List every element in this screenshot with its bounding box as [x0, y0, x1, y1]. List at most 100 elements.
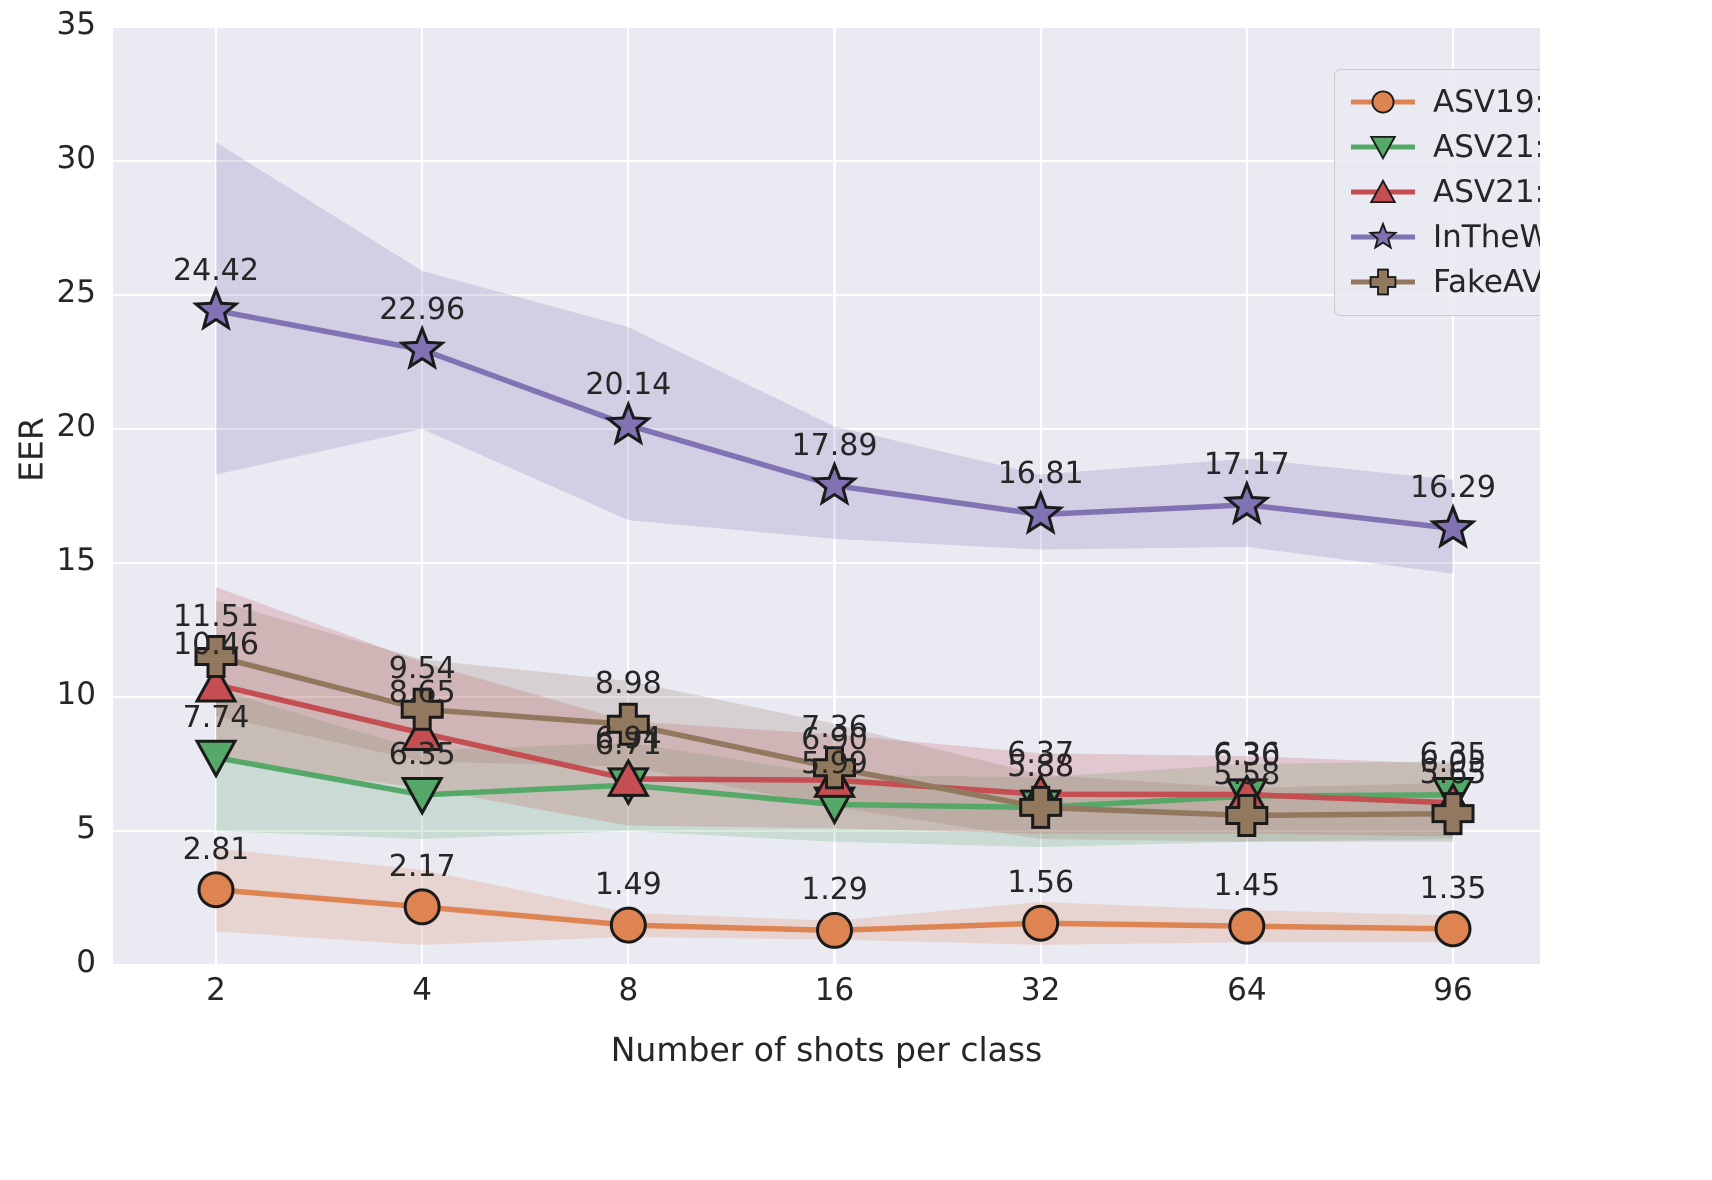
data-point-marker: [810, 460, 859, 506]
x-tick-label: 8: [618, 972, 639, 1008]
data-point-marker: [1429, 503, 1477, 549]
data-point-marker: [1016, 489, 1065, 535]
x-tick-label: 64: [1227, 972, 1267, 1008]
data-point-label: 6.94: [594, 721, 662, 756]
data-point-marker: [192, 285, 240, 331]
data-point-label: 2.81: [182, 831, 250, 867]
data-point-marker: [197, 871, 235, 909]
gridline-vertical: [1451, 27, 1455, 965]
data-point-label: 17.17: [1203, 446, 1290, 482]
confidence-band: [216, 587, 1453, 837]
data-point-label: 22.96: [379, 291, 466, 327]
legend-item-fakeavceleb[interactable]: FakeAVCeleb: [1347, 259, 1540, 304]
data-point-label: 5.65: [1419, 755, 1487, 791]
y-tick-label: 20: [56, 408, 96, 444]
data-point-label: 1.56: [1007, 865, 1075, 901]
data-point-label: 8.98: [594, 666, 662, 702]
confidence-band: [216, 688, 1453, 848]
legend-marker-icon: [1347, 217, 1419, 257]
y-tick-label: 0: [76, 944, 96, 980]
legend-item-asv21-df[interactable]: ASV21:DF: [1347, 169, 1540, 214]
confidence-band: [216, 142, 1453, 574]
data-point-marker: [604, 400, 653, 446]
data-point-marker: [1019, 785, 1063, 829]
data-point-label: 9.54: [388, 651, 456, 687]
data-point-label: 1.49: [594, 867, 662, 903]
data-point-marker: [1228, 907, 1266, 945]
data-point-label: 6.36: [1213, 736, 1281, 772]
chart-legend[interactable]: ASV19:LA ASV21:LA ASV21:DF InTheWild FakeAVC…: [1334, 69, 1540, 316]
y-tick-label: 5: [76, 810, 96, 846]
data-point-marker: [403, 888, 441, 926]
data-point-marker: [400, 712, 444, 752]
data-point-label: 20.14: [585, 367, 672, 403]
legend-marker-icon: [1347, 127, 1419, 167]
data-point-label: 6.90: [801, 722, 868, 758]
data-point-label: 7.74: [182, 699, 250, 735]
data-point-marker: [1431, 792, 1475, 836]
data-point-marker: [1022, 904, 1060, 942]
legend-item-label: ASV19:LA: [1433, 83, 1540, 120]
data-point-label: 16.29: [1410, 470, 1496, 506]
legend-item-label: FakeAVCeleb: [1433, 263, 1540, 300]
gridline-horizontal: [113, 427, 1540, 431]
data-point-marker: [606, 757, 650, 797]
data-point-label: 6.05: [1419, 744, 1487, 780]
gridline-vertical: [421, 27, 424, 965]
legend-item-label: InTheWild: [1433, 218, 1540, 255]
gridline-horizontal: [113, 695, 1540, 699]
chart-canvas: [192, 142, 1477, 949]
x-tick-label: 96: [1433, 972, 1473, 1008]
data-point-label: 16.81: [997, 456, 1084, 492]
y-tick-label: 30: [56, 140, 96, 176]
legend-item-asv21-la[interactable]: ASV21:LA: [1347, 124, 1540, 169]
x-axis-label: Number of shots per class: [610, 1030, 1043, 1069]
data-point-marker: [606, 702, 650, 746]
x-tick-label: 2: [206, 972, 226, 1008]
x-tick-label: 4: [412, 972, 433, 1008]
data-point-label: 24.42: [173, 252, 259, 288]
data-point-label: 5.88: [1007, 749, 1075, 785]
data-point-label: 6.35: [388, 736, 456, 772]
data-point-label: 8.65: [388, 675, 456, 711]
data-point-label: 6.37: [1007, 736, 1075, 772]
confidence-band: [216, 848, 1453, 945]
gridline-vertical: [627, 27, 630, 965]
gridline-horizontal: [113, 27, 1540, 29]
data-point-label: 10.46: [173, 626, 259, 662]
legend-marker-icon: [1347, 262, 1419, 302]
data-point-marker: [194, 739, 238, 779]
data-point-marker: [1222, 479, 1271, 526]
data-point-label: 5.88: [1007, 749, 1075, 785]
data-point-marker: [1225, 794, 1269, 837]
gridline-horizontal: [113, 561, 1540, 565]
data-point-label: 1.35: [1419, 870, 1487, 906]
data-point-label: 1.29: [801, 872, 868, 908]
legend-item-asv19-la[interactable]: ASV19:LA: [1347, 79, 1540, 124]
data-point-label: 1.45: [1213, 868, 1281, 904]
legend-item-inthewild[interactable]: InTheWild: [1347, 214, 1540, 259]
data-point-label: 2.17: [388, 848, 456, 884]
data-point-label: 11.51: [173, 598, 259, 634]
y-tick-label: 25: [56, 274, 96, 310]
gridline-horizontal: [113, 963, 1540, 965]
data-point-label: 6.30: [1213, 738, 1281, 774]
data-point-label: 17.89: [791, 427, 878, 463]
data-point-label: 5.58: [1213, 757, 1281, 793]
y-tick-label: 15: [56, 542, 96, 578]
plot-area: 2.81 2.17 1.49 1.29 1.56 1.45 1.35 7.74 6.35 6.71…: [113, 27, 1540, 965]
gridline-vertical: [214, 27, 218, 965]
legend-marker-icon: [1347, 82, 1419, 122]
y-tick-label: 10: [56, 676, 96, 712]
x-tick-label: 32: [1020, 972, 1061, 1008]
data-point-marker: [194, 663, 238, 703]
data-point-marker: [816, 911, 853, 949]
data-point-marker: [398, 324, 447, 371]
data-point-marker: [400, 687, 444, 731]
data-point-marker: [813, 746, 856, 790]
legend-item-label: ASV21:DF: [1433, 173, 1540, 210]
data-point-label: 6.35: [1419, 736, 1487, 772]
legend-marker-icon: [1347, 172, 1419, 212]
y-tick-label: 35: [56, 6, 96, 42]
